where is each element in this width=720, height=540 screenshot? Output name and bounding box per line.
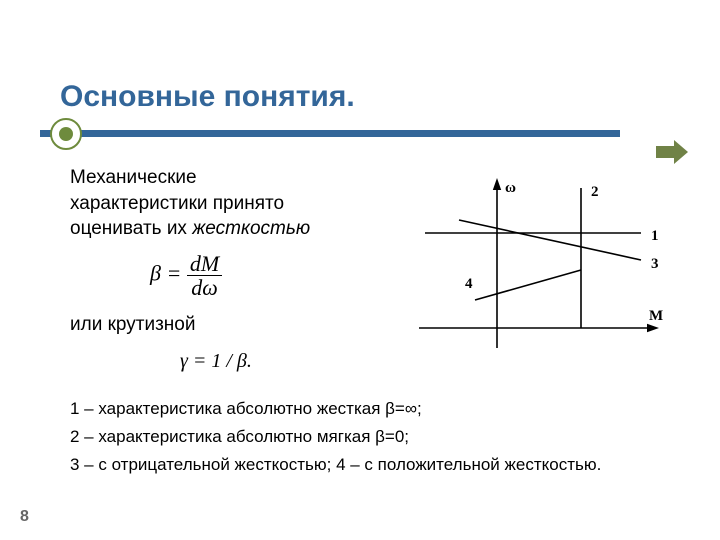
svg-text:3: 3 xyxy=(651,256,659,272)
body-paragraph: Механические характеристики принято оцен… xyxy=(70,165,370,242)
bullet-dot xyxy=(59,127,73,141)
legend-line-2: 2 – характеристика абсолютно мягкая β=0; xyxy=(70,426,409,448)
svg-text:1: 1 xyxy=(651,228,659,244)
body-line3a: оценивать их xyxy=(70,218,192,239)
page-number: 8 xyxy=(20,508,29,526)
svg-text:4: 4 xyxy=(465,276,473,292)
body-line2: характеристики принято xyxy=(70,193,284,214)
svg-text:2: 2 xyxy=(591,184,599,200)
slide-title: Основные понятия. xyxy=(60,80,355,114)
svg-text:M: M xyxy=(649,308,663,324)
formula-gamma: γ = 1 / β. xyxy=(180,350,252,373)
formula-beta-num: dM xyxy=(187,252,222,276)
legend-line-3: 3 – с отрицательной жесткостью; 4 – с по… xyxy=(70,454,601,476)
body-line3-italic: жесткостью xyxy=(192,218,310,239)
formula-beta-lhs: β xyxy=(150,261,161,286)
legend-line-1: 1 – характеристика абсолютно жесткая β=∞… xyxy=(70,398,422,420)
formula-beta: β = dMdω xyxy=(150,252,222,299)
characteristics-diagram: ω M 1 2 3 4 xyxy=(415,178,665,356)
formula-beta-eq: = xyxy=(161,261,187,286)
body-line1: Механические xyxy=(70,167,197,188)
body-or: или крутизной xyxy=(70,314,195,336)
formula-beta-den: dω xyxy=(187,276,222,299)
next-arrow-icon xyxy=(654,138,690,171)
title-underline xyxy=(40,130,620,137)
svg-text:ω: ω xyxy=(505,180,516,196)
